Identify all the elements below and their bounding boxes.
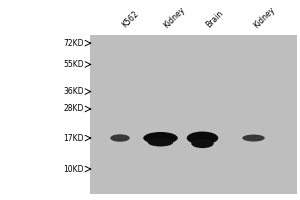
Text: 10KD: 10KD xyxy=(64,165,84,174)
Ellipse shape xyxy=(242,135,265,142)
Ellipse shape xyxy=(148,138,173,146)
Ellipse shape xyxy=(191,139,214,148)
Text: Brain: Brain xyxy=(204,9,225,30)
Text: Kidney: Kidney xyxy=(162,5,187,30)
Text: 28KD: 28KD xyxy=(64,104,84,113)
Text: K562: K562 xyxy=(120,9,140,30)
Ellipse shape xyxy=(187,132,218,145)
Text: 36KD: 36KD xyxy=(63,87,84,96)
Text: 55KD: 55KD xyxy=(63,60,84,69)
Text: 72KD: 72KD xyxy=(64,39,84,48)
Text: Kidney: Kidney xyxy=(252,5,277,30)
Ellipse shape xyxy=(143,132,178,144)
Bar xyxy=(90,35,297,194)
Ellipse shape xyxy=(110,134,130,142)
Text: 17KD: 17KD xyxy=(64,134,84,143)
